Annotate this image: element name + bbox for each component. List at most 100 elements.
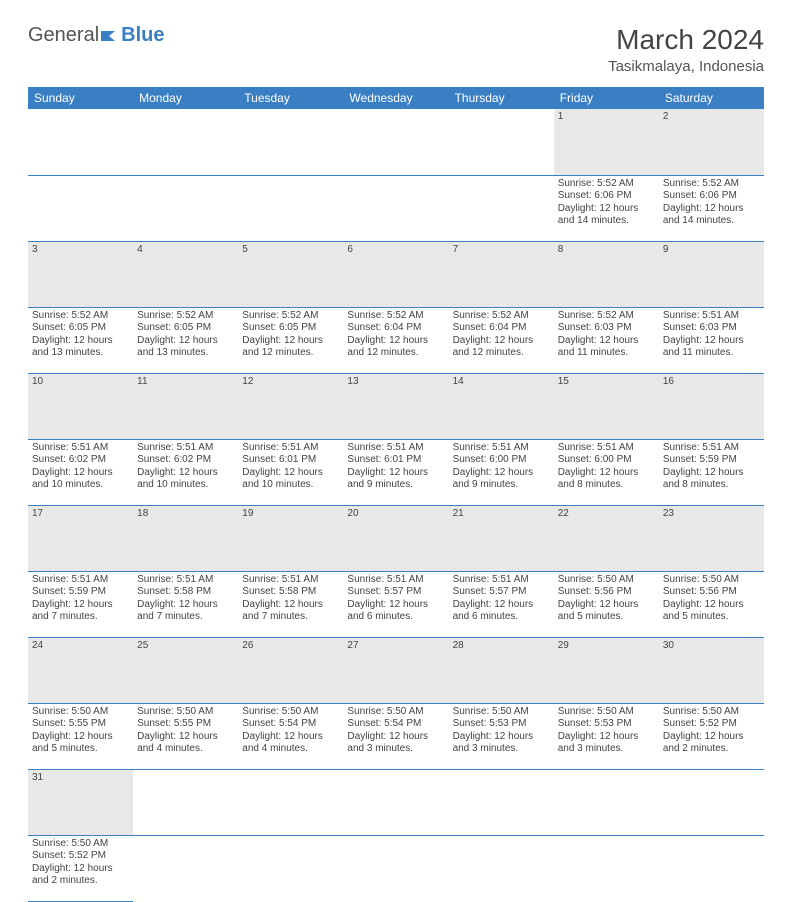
day-sunset: Sunset: 5:59 PM <box>663 454 760 467</box>
day-sunset: Sunset: 6:04 PM <box>453 322 550 335</box>
day-cell: Sunrise: 5:51 AMSunset: 5:59 PMDaylight:… <box>659 439 764 505</box>
day-day1: Daylight: 12 hours <box>558 599 655 612</box>
day-sunset: Sunset: 5:58 PM <box>137 586 234 599</box>
day-sunrise: Sunrise: 5:50 AM <box>32 706 129 719</box>
day-sunrise: Sunrise: 5:52 AM <box>453 310 550 323</box>
day-sunrise: Sunrise: 5:52 AM <box>242 310 339 323</box>
day-day2: and 2 minutes. <box>663 743 760 756</box>
day-number-cell: 26 <box>238 637 343 703</box>
day-day2: and 6 minutes. <box>453 611 550 624</box>
day-sunrise: Sunrise: 5:50 AM <box>663 574 760 587</box>
day-day1: Daylight: 12 hours <box>558 467 655 480</box>
day-number-cell: 31 <box>28 769 133 835</box>
logo: General Blue <box>28 24 165 47</box>
day-sunset: Sunset: 6:01 PM <box>347 454 444 467</box>
day-content-row: Sunrise: 5:50 AMSunset: 5:55 PMDaylight:… <box>28 703 764 769</box>
day-sunset: Sunset: 5:57 PM <box>453 586 550 599</box>
day-cell: Sunrise: 5:52 AMSunset: 6:05 PMDaylight:… <box>133 307 238 373</box>
day-day2: and 5 minutes. <box>558 611 655 624</box>
day-day2: and 12 minutes. <box>347 347 444 360</box>
day-sunset: Sunset: 6:06 PM <box>663 190 760 203</box>
day-sunset: Sunset: 5:58 PM <box>242 586 339 599</box>
day-number-cell: 6 <box>343 241 448 307</box>
day-day2: and 10 minutes. <box>137 479 234 492</box>
day-day1: Daylight: 12 hours <box>347 467 444 480</box>
weekday-header: Monday <box>133 87 238 109</box>
day-day2: and 12 minutes. <box>242 347 339 360</box>
title-block: March 2024 Tasikmalaya, Indonesia <box>608 24 764 75</box>
day-day2: and 12 minutes. <box>453 347 550 360</box>
day-cell: Sunrise: 5:52 AMSunset: 6:03 PMDaylight:… <box>554 307 659 373</box>
day-day1: Daylight: 12 hours <box>32 599 129 612</box>
day-day1: Daylight: 12 hours <box>32 335 129 348</box>
day-number-cell <box>449 769 554 835</box>
day-number-cell <box>133 109 238 175</box>
day-sunrise: Sunrise: 5:51 AM <box>347 442 444 455</box>
day-day2: and 5 minutes. <box>32 743 129 756</box>
day-number-cell <box>238 769 343 835</box>
day-number-cell: 15 <box>554 373 659 439</box>
weekday-header: Tuesday <box>238 87 343 109</box>
day-cell: Sunrise: 5:50 AMSunset: 5:56 PMDaylight:… <box>554 571 659 637</box>
day-day2: and 8 minutes. <box>663 479 760 492</box>
day-day1: Daylight: 12 hours <box>558 731 655 744</box>
day-cell: Sunrise: 5:50 AMSunset: 5:52 PMDaylight:… <box>659 703 764 769</box>
weekday-header: Saturday <box>659 87 764 109</box>
day-sunrise: Sunrise: 5:51 AM <box>347 574 444 587</box>
day-cell: Sunrise: 5:51 AMSunset: 5:58 PMDaylight:… <box>238 571 343 637</box>
day-day1: Daylight: 12 hours <box>137 731 234 744</box>
day-cell: Sunrise: 5:52 AMSunset: 6:06 PMDaylight:… <box>554 175 659 241</box>
day-sunrise: Sunrise: 5:51 AM <box>663 310 760 323</box>
day-number-cell: 4 <box>133 241 238 307</box>
day-number-row: 17181920212223 <box>28 505 764 571</box>
day-sunrise: Sunrise: 5:51 AM <box>242 574 339 587</box>
day-day2: and 6 minutes. <box>347 611 444 624</box>
day-day1: Daylight: 12 hours <box>663 335 760 348</box>
day-number-cell <box>659 769 764 835</box>
day-sunrise: Sunrise: 5:52 AM <box>347 310 444 323</box>
day-cell <box>133 175 238 241</box>
day-sunrise: Sunrise: 5:51 AM <box>32 574 129 587</box>
day-day2: and 3 minutes. <box>558 743 655 756</box>
day-number-cell <box>238 109 343 175</box>
logo-flag-icon <box>101 29 119 43</box>
day-number-cell: 16 <box>659 373 764 439</box>
calendar-table: SundayMondayTuesdayWednesdayThursdayFrid… <box>28 87 764 902</box>
page-title: March 2024 <box>608 24 764 56</box>
day-sunset: Sunset: 6:03 PM <box>663 322 760 335</box>
day-cell: Sunrise: 5:50 AMSunset: 5:55 PMDaylight:… <box>133 703 238 769</box>
day-cell: Sunrise: 5:50 AMSunset: 5:55 PMDaylight:… <box>28 703 133 769</box>
day-number-cell: 1 <box>554 109 659 175</box>
day-sunrise: Sunrise: 5:51 AM <box>453 574 550 587</box>
day-sunset: Sunset: 5:52 PM <box>663 718 760 731</box>
day-sunset: Sunset: 6:05 PM <box>242 322 339 335</box>
day-day1: Daylight: 12 hours <box>137 335 234 348</box>
day-number-cell: 3 <box>28 241 133 307</box>
day-cell <box>238 835 343 901</box>
day-cell <box>28 175 133 241</box>
day-sunrise: Sunrise: 5:51 AM <box>137 574 234 587</box>
day-content-row: Sunrise: 5:50 AMSunset: 5:52 PMDaylight:… <box>28 835 764 901</box>
day-day1: Daylight: 12 hours <box>347 599 444 612</box>
day-sunset: Sunset: 5:56 PM <box>663 586 760 599</box>
day-sunset: Sunset: 6:06 PM <box>558 190 655 203</box>
day-number-cell: 13 <box>343 373 448 439</box>
day-cell <box>343 175 448 241</box>
day-day2: and 9 minutes. <box>347 479 444 492</box>
day-cell: Sunrise: 5:51 AMSunset: 5:59 PMDaylight:… <box>28 571 133 637</box>
day-number-cell: 9 <box>659 241 764 307</box>
day-day2: and 8 minutes. <box>558 479 655 492</box>
day-sunrise: Sunrise: 5:50 AM <box>32 838 129 851</box>
day-sunset: Sunset: 5:54 PM <box>242 718 339 731</box>
day-sunset: Sunset: 6:04 PM <box>347 322 444 335</box>
day-number-cell: 7 <box>449 241 554 307</box>
day-cell: Sunrise: 5:51 AMSunset: 6:03 PMDaylight:… <box>659 307 764 373</box>
day-cell: Sunrise: 5:51 AMSunset: 6:02 PMDaylight:… <box>28 439 133 505</box>
day-day2: and 11 minutes. <box>558 347 655 360</box>
day-sunrise: Sunrise: 5:51 AM <box>453 442 550 455</box>
day-number-cell: 27 <box>343 637 448 703</box>
day-day2: and 13 minutes. <box>32 347 129 360</box>
day-sunrise: Sunrise: 5:50 AM <box>453 706 550 719</box>
day-cell: Sunrise: 5:51 AMSunset: 5:57 PMDaylight:… <box>343 571 448 637</box>
day-number-cell: 30 <box>659 637 764 703</box>
